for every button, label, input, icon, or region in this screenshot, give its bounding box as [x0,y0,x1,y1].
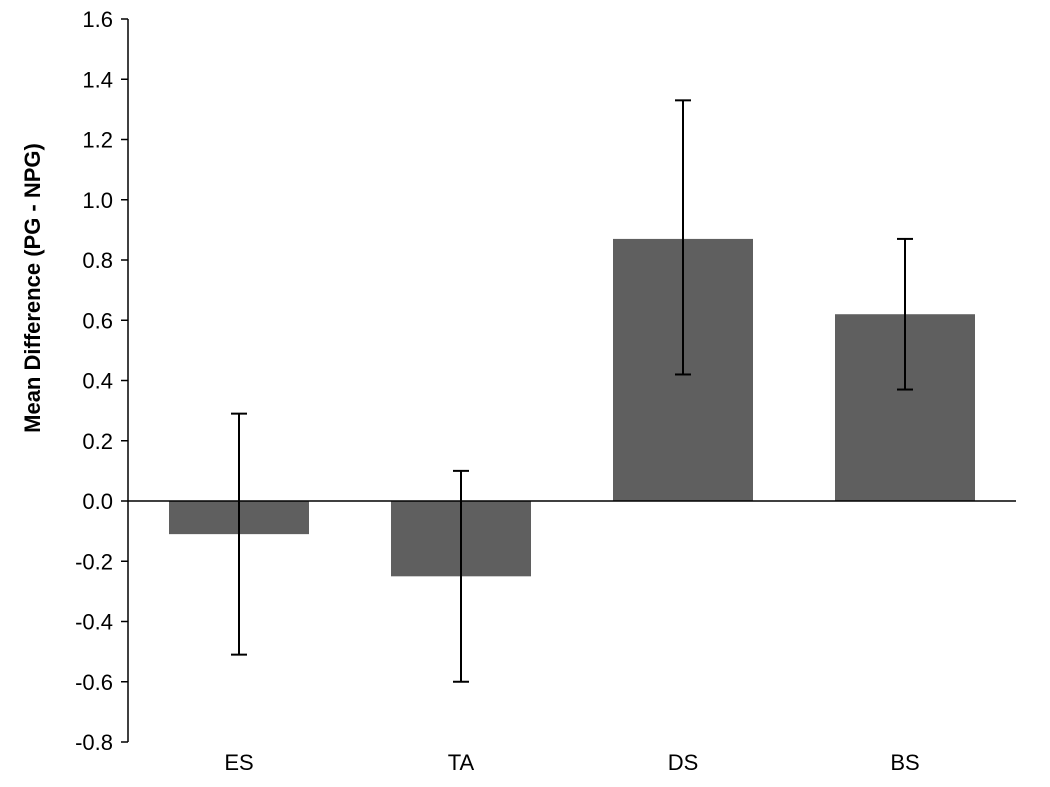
y-tick-label: 1.0 [82,188,113,213]
y-tick-label: 0.2 [82,429,113,454]
y-tick-label: -0.2 [75,549,113,574]
axes [127,19,1016,742]
category-label-es: ES [224,750,253,775]
category-label-ds: DS [668,750,699,775]
y-tick-label: -0.4 [75,610,113,635]
bars [169,238,975,577]
category-label-bs: BS [890,750,919,775]
y-tick-label: 1.2 [82,128,113,153]
y-tick-label: 0.4 [82,369,113,394]
y-axis-title: Mean Difference (PG - NPG) [20,143,45,433]
y-tick-label: -0.8 [75,730,113,755]
y-tick-label: 1.4 [82,67,113,92]
y-tick-label: 0.6 [82,308,113,333]
category-label-ta: TA [448,750,475,775]
category-labels: ES TA DS BS [224,750,919,775]
error-bars [231,99,913,683]
y-tick-label: -0.6 [75,670,113,695]
y-tick-label: 0.0 [82,489,113,514]
y-tick-label: 1.6 [82,7,113,32]
y-tick-label: 0.8 [82,248,113,273]
y-axis-ticks: 1.6 1.4 1.2 1.0 0.8 0.6 0.4 0.2 0.0 -0.2 -0.4 -0.6 -… [75,7,128,755]
